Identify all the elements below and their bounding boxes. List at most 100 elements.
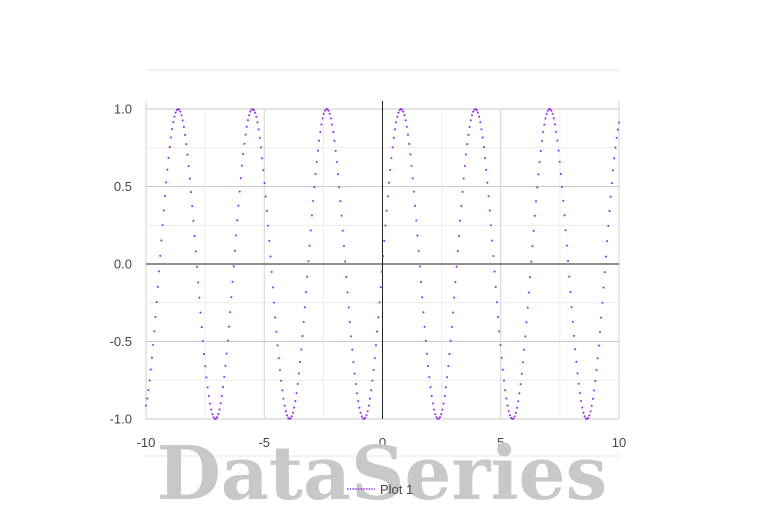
data-point	[519, 383, 522, 386]
data-point	[570, 306, 573, 309]
data-point	[155, 301, 158, 304]
data-point	[295, 392, 298, 395]
data-point	[212, 416, 215, 419]
data-point	[468, 125, 471, 128]
data-point	[451, 311, 455, 314]
data-point	[187, 165, 190, 168]
data-point	[335, 160, 338, 164]
data-point	[267, 224, 270, 227]
data-point	[397, 111, 400, 114]
data-point	[294, 400, 297, 403]
data-point	[277, 357, 280, 360]
data-point	[262, 169, 265, 172]
data-point	[238, 190, 241, 193]
data-point	[291, 411, 295, 414]
data-point	[346, 291, 349, 294]
data-point	[351, 348, 354, 351]
data-point	[447, 365, 450, 368]
data-point	[248, 114, 251, 117]
data-point	[540, 139, 543, 142]
data-point	[345, 275, 348, 279]
data-point	[408, 142, 411, 145]
data-point	[172, 121, 175, 124]
data-point	[360, 415, 363, 418]
data-point	[201, 339, 204, 343]
data-point	[416, 234, 419, 237]
data-point	[608, 210, 611, 213]
data-point	[233, 249, 236, 252]
data-point	[152, 343, 155, 346]
data-point	[581, 406, 584, 409]
data-point	[437, 417, 440, 420]
data-point	[239, 177, 242, 180]
data-point	[252, 109, 255, 112]
data-point	[245, 125, 248, 128]
data-point	[354, 383, 357, 386]
data-point	[365, 414, 368, 417]
data-point	[556, 139, 559, 142]
data-point	[538, 161, 541, 164]
series-plot-1	[144, 107, 621, 421]
data-point	[514, 411, 517, 414]
data-point	[389, 168, 392, 172]
data-point	[203, 353, 206, 356]
data-point	[355, 392, 359, 395]
data-point	[379, 286, 382, 289]
data-point	[524, 335, 527, 338]
data-point	[523, 348, 526, 351]
data-point	[344, 260, 347, 263]
data-point	[493, 270, 496, 273]
data-point	[180, 114, 183, 117]
data-point	[411, 177, 414, 180]
data-point	[454, 281, 457, 284]
data-point	[405, 125, 408, 128]
data-point	[427, 364, 430, 368]
data-point	[359, 411, 362, 414]
data-point	[453, 296, 456, 299]
data-point	[424, 339, 427, 342]
data-point	[395, 121, 398, 124]
data-point	[181, 119, 184, 122]
data-point	[566, 260, 570, 263]
data-point	[182, 125, 185, 129]
data-point	[475, 108, 478, 112]
data-point	[216, 416, 219, 419]
data-point	[483, 156, 487, 160]
data-point	[326, 108, 329, 111]
data-point	[491, 239, 494, 242]
data-point	[487, 195, 490, 198]
data-point	[272, 301, 276, 304]
data-point	[224, 364, 227, 367]
data-point	[281, 389, 284, 392]
data-point	[204, 365, 207, 368]
data-point	[299, 360, 302, 364]
data-point	[319, 130, 322, 133]
data-point	[465, 153, 468, 156]
data-point	[383, 239, 386, 242]
data-point	[376, 330, 379, 333]
data-point	[207, 395, 210, 398]
legend[interactable]: Plot 1	[347, 482, 413, 497]
data-point	[404, 119, 407, 122]
data-point	[261, 157, 264, 160]
data-point	[393, 128, 397, 131]
data-point	[561, 185, 564, 189]
data-point	[513, 415, 516, 418]
data-point	[582, 411, 585, 414]
data-point	[186, 153, 189, 156]
data-point	[508, 414, 511, 417]
data-point	[310, 214, 314, 217]
data-point	[518, 392, 521, 395]
data-point	[338, 186, 341, 189]
data-point	[460, 204, 463, 208]
data-point	[591, 397, 594, 400]
data-point	[230, 296, 233, 299]
data-point	[258, 136, 261, 139]
data-point	[580, 399, 583, 403]
data-point	[265, 209, 268, 212]
watermark-logo: DataSeries	[157, 431, 608, 517]
data-point	[342, 244, 346, 248]
data-point	[306, 275, 309, 278]
data-point	[352, 361, 355, 364]
data-point	[440, 413, 443, 416]
